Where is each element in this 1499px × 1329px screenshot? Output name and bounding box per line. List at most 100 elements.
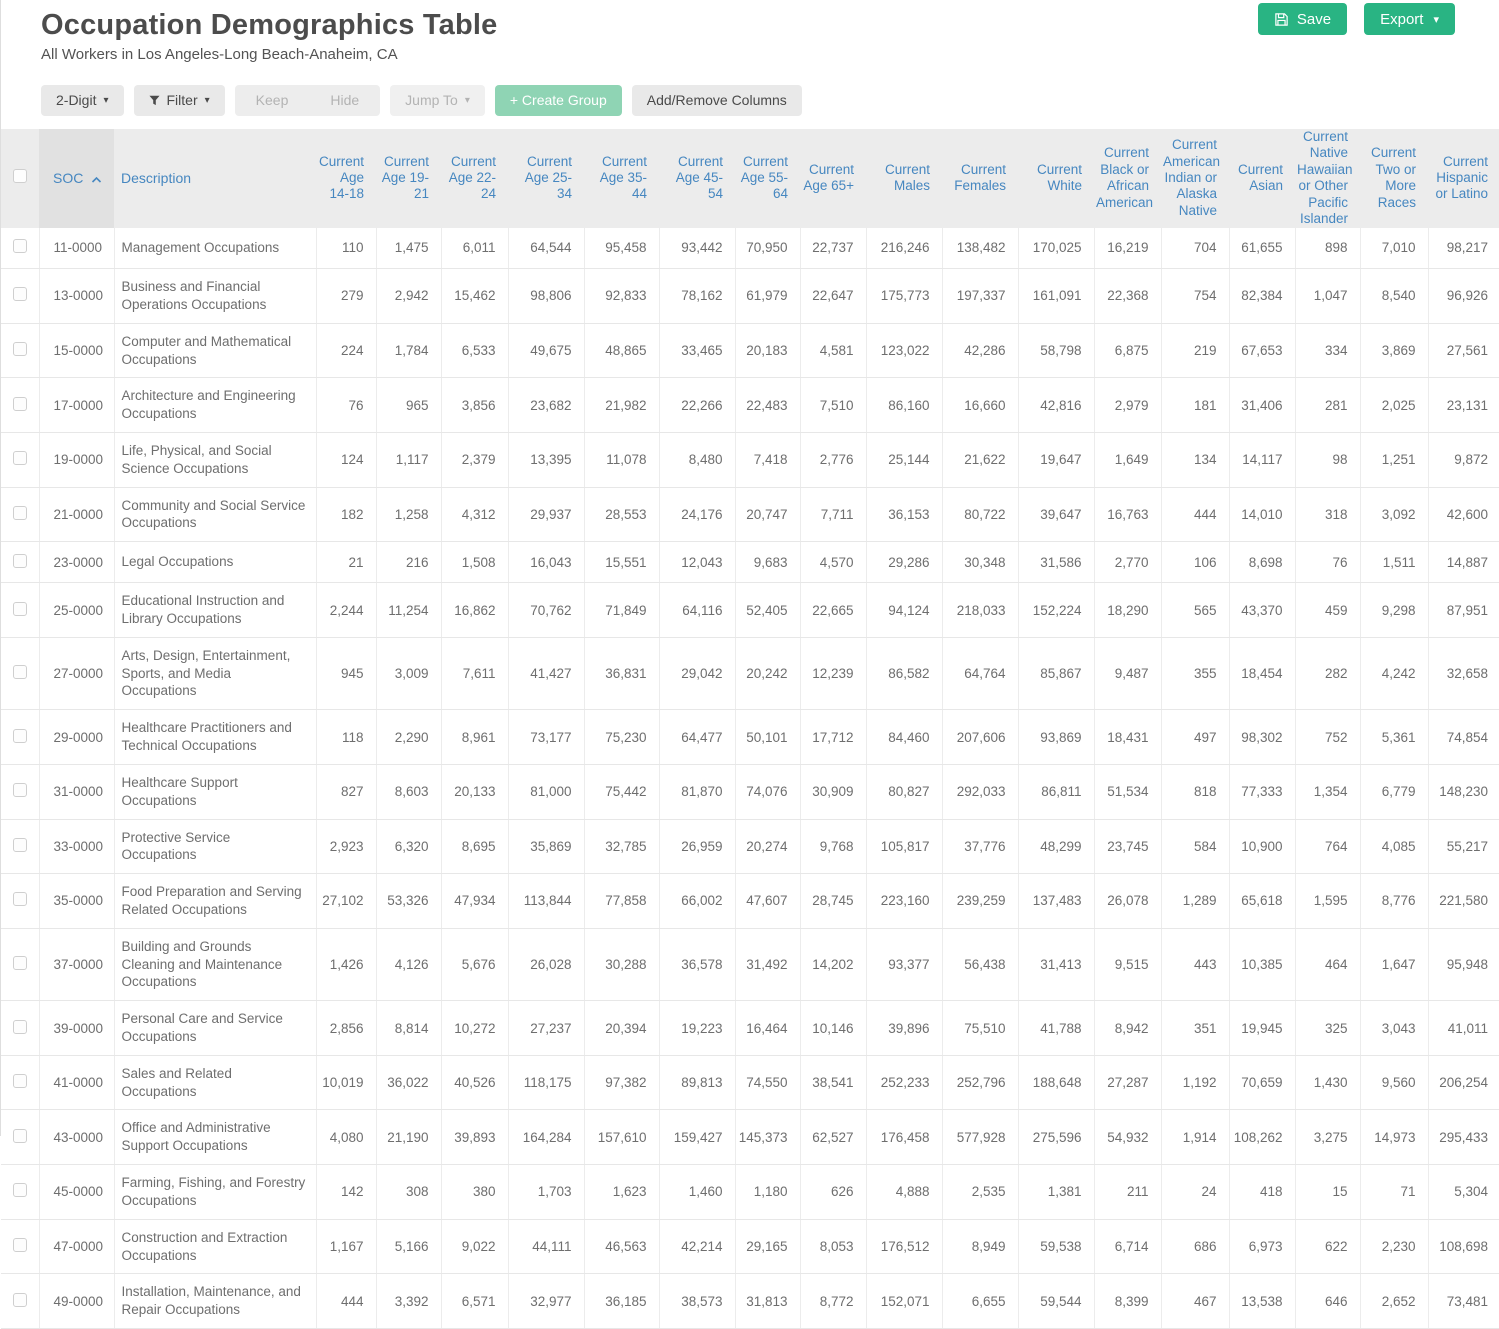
create-group-button[interactable]: + Create Group (494, 84, 622, 116)
select-all-checkbox[interactable] (13, 168, 27, 183)
row-checkbox[interactable] (12, 287, 27, 302)
row-select-cell[interactable] (1, 764, 40, 820)
value-cell: 70,762 (508, 582, 585, 638)
value-cell: 6,320 (376, 819, 442, 875)
column-header-description[interactable]: Description (114, 128, 316, 228)
row-select-cell[interactable] (1, 1109, 40, 1166)
value-cell: 110 (316, 227, 377, 270)
column-header[interactable]: Current Hispanic or Latino (1428, 128, 1499, 228)
column-header[interactable]: Current Age 19-21 (376, 128, 441, 228)
row-checkbox[interactable] (12, 783, 27, 798)
column-header[interactable]: Current Age 55-64 (735, 128, 800, 228)
column-header[interactable]: Current Age 25-34 (508, 128, 584, 228)
column-header[interactable]: Current Age 65+ (800, 128, 866, 228)
row-select-cell[interactable] (1, 709, 40, 765)
row-checkbox[interactable] (12, 342, 27, 357)
add-remove-columns-button[interactable]: Add/Remove Columns (631, 84, 802, 116)
value-cell: 16,763 (1094, 487, 1162, 543)
value-cell: 26,078 (1094, 873, 1162, 929)
column-header[interactable]: Current American Indian or Alaska Native (1161, 128, 1229, 228)
select-all-cell[interactable] (1, 128, 39, 228)
table-row: 19-0000 Life, Physical, and Social Scienc… (1, 432, 1499, 488)
value-cell: 19,647 (1018, 432, 1095, 488)
row-checkbox[interactable] (12, 505, 27, 520)
value-cell: 497 (1161, 709, 1230, 765)
value-cell: 75,442 (584, 764, 660, 820)
column-header[interactable]: Current Age 35-44 (584, 128, 659, 228)
row-select-cell[interactable] (1, 928, 40, 1002)
column-header[interactable]: Current Males (866, 128, 942, 228)
row-select-cell[interactable] (1, 637, 40, 711)
row-select-cell[interactable] (1, 323, 40, 379)
row-checkbox[interactable] (12, 1238, 27, 1253)
create-group-label: + Create Group (509, 92, 607, 109)
hide-button[interactable]: Hide (330, 92, 360, 109)
table-body: 11-0000 Management Occupations 110 1,475 6,0… (1, 227, 1499, 1329)
value-cell: 41,011 (1428, 1000, 1499, 1056)
row-checkbox[interactable] (12, 728, 27, 743)
row-select-cell[interactable] (1, 1273, 40, 1329)
soc-cell: 21-0000 (39, 487, 115, 543)
row-select-cell[interactable] (1, 1219, 40, 1275)
value-cell: 9,022 (441, 1219, 509, 1275)
value-cell: 15 (1295, 1164, 1361, 1220)
value-cell: 98,302 (1229, 709, 1296, 765)
column-header[interactable]: Current Two or More Races (1360, 128, 1428, 228)
row-checkbox[interactable] (12, 837, 27, 852)
row-select-cell[interactable] (1, 873, 40, 929)
row-select-cell[interactable] (1, 487, 40, 543)
value-cell: 11,254 (376, 582, 442, 638)
row-checkbox[interactable] (12, 396, 27, 411)
column-header[interactable]: Current Black or African American (1094, 128, 1161, 228)
table-row: 41-0000 Sales and Related Occupations 10,0… (1, 1055, 1499, 1111)
value-cell: 8,540 (1360, 268, 1429, 324)
column-header[interactable]: Current Age 45-54 (659, 128, 735, 228)
jump-to-dropdown[interactable]: Jump To ▾ (390, 84, 485, 116)
column-header[interactable]: Current White (1018, 128, 1094, 228)
row-select-cell[interactable] (1, 1055, 40, 1111)
column-header[interactable]: Current Females (942, 128, 1018, 228)
row-select-cell[interactable] (1, 432, 40, 488)
column-header[interactable]: Current Native Hawaiian or Other Pacific… (1295, 128, 1360, 228)
value-cell: 36,153 (866, 487, 943, 543)
row-checkbox[interactable] (12, 1292, 27, 1307)
keep-button[interactable]: Keep (255, 92, 289, 109)
row-select-cell[interactable] (1, 582, 40, 638)
row-checkbox[interactable] (12, 956, 27, 971)
row-select-cell[interactable] (1, 377, 40, 433)
row-select-cell[interactable] (1, 541, 40, 584)
column-header[interactable]: Current Age 22-24 (441, 128, 508, 228)
digit-dropdown[interactable]: 2-Digit ▾ (41, 84, 124, 116)
value-cell: 8,814 (376, 1000, 442, 1056)
column-header-soc[interactable]: SOC (39, 128, 114, 228)
row-select-cell[interactable] (1, 1164, 40, 1220)
value-cell: 1,460 (659, 1164, 736, 1220)
row-select-cell[interactable] (1, 268, 40, 324)
row-checkbox[interactable] (12, 1019, 27, 1034)
soc-cell: 25-0000 (39, 582, 115, 638)
column-header[interactable]: Current Age 14-18 (316, 128, 376, 228)
row-checkbox[interactable] (12, 601, 27, 616)
value-cell: 21,190 (376, 1109, 442, 1166)
table-row: 29-0000 Healthcare Practitioners and Tech… (1, 709, 1499, 765)
value-cell: 1,289 (1161, 873, 1230, 929)
row-checkbox[interactable] (12, 239, 27, 254)
row-checkbox[interactable] (12, 892, 27, 907)
row-checkbox[interactable] (12, 553, 27, 568)
row-checkbox[interactable] (12, 665, 27, 680)
value-cell: 76 (316, 377, 377, 433)
description-cell: Protective Service Occupations (114, 819, 317, 875)
row-select-cell[interactable] (1, 1000, 40, 1056)
column-header[interactable]: Current Asian (1229, 128, 1295, 228)
save-button[interactable]: Save (1257, 3, 1348, 35)
row-checkbox[interactable] (12, 1183, 27, 1198)
row-checkbox[interactable] (12, 1074, 27, 1089)
value-cell: 32,785 (584, 819, 660, 875)
value-cell: 98 (1295, 432, 1361, 488)
export-button[interactable]: Export ▾ (1364, 3, 1455, 35)
row-select-cell[interactable] (1, 227, 40, 270)
row-select-cell[interactable] (1, 819, 40, 875)
filter-dropdown[interactable]: Filter ▾ (133, 84, 225, 116)
row-checkbox[interactable] (12, 451, 27, 466)
description-cell: Architecture and Engineering Occupations (114, 377, 317, 433)
